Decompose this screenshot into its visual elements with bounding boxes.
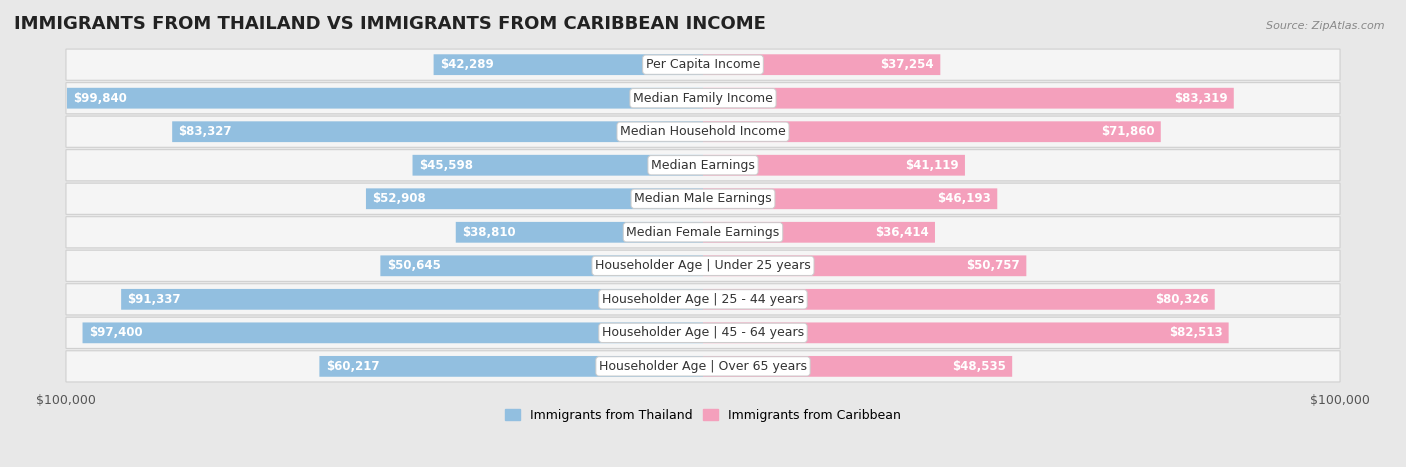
FancyBboxPatch shape: [703, 54, 941, 75]
Text: Median Family Income: Median Family Income: [633, 92, 773, 105]
FancyBboxPatch shape: [121, 289, 703, 310]
Text: Householder Age | Over 65 years: Householder Age | Over 65 years: [599, 360, 807, 373]
Text: $97,400: $97,400: [89, 326, 142, 340]
Text: $50,757: $50,757: [966, 259, 1019, 272]
FancyBboxPatch shape: [366, 188, 703, 209]
FancyBboxPatch shape: [703, 322, 1229, 343]
FancyBboxPatch shape: [703, 121, 1161, 142]
FancyBboxPatch shape: [703, 356, 1012, 377]
FancyBboxPatch shape: [66, 149, 1340, 181]
FancyBboxPatch shape: [703, 289, 1215, 310]
FancyBboxPatch shape: [66, 351, 1340, 382]
FancyBboxPatch shape: [83, 322, 703, 343]
Text: Median Earnings: Median Earnings: [651, 159, 755, 172]
FancyBboxPatch shape: [456, 222, 703, 243]
FancyBboxPatch shape: [703, 222, 935, 243]
Text: $37,254: $37,254: [880, 58, 934, 71]
Text: $82,513: $82,513: [1168, 326, 1222, 340]
FancyBboxPatch shape: [66, 217, 1340, 248]
FancyBboxPatch shape: [172, 121, 703, 142]
FancyBboxPatch shape: [66, 116, 1340, 147]
Text: $48,535: $48,535: [952, 360, 1005, 373]
FancyBboxPatch shape: [381, 255, 703, 276]
FancyBboxPatch shape: [66, 317, 1340, 348]
FancyBboxPatch shape: [66, 83, 1340, 114]
Text: IMMIGRANTS FROM THAILAND VS IMMIGRANTS FROM CARIBBEAN INCOME: IMMIGRANTS FROM THAILAND VS IMMIGRANTS F…: [14, 15, 765, 33]
Text: Householder Age | 25 - 44 years: Householder Age | 25 - 44 years: [602, 293, 804, 306]
Text: $41,119: $41,119: [905, 159, 959, 172]
FancyBboxPatch shape: [703, 88, 1234, 109]
FancyBboxPatch shape: [66, 284, 1340, 315]
FancyBboxPatch shape: [412, 155, 703, 176]
Legend: Immigrants from Thailand, Immigrants from Caribbean: Immigrants from Thailand, Immigrants fro…: [501, 404, 905, 427]
Text: $38,810: $38,810: [463, 226, 516, 239]
Text: $45,598: $45,598: [419, 159, 472, 172]
FancyBboxPatch shape: [433, 54, 703, 75]
Text: $50,645: $50,645: [387, 259, 440, 272]
Text: $46,193: $46,193: [938, 192, 991, 205]
FancyBboxPatch shape: [66, 49, 1340, 80]
FancyBboxPatch shape: [703, 155, 965, 176]
Text: $99,840: $99,840: [73, 92, 127, 105]
FancyBboxPatch shape: [67, 88, 703, 109]
FancyBboxPatch shape: [319, 356, 703, 377]
FancyBboxPatch shape: [66, 250, 1340, 282]
Text: $83,327: $83,327: [179, 125, 232, 138]
FancyBboxPatch shape: [66, 183, 1340, 214]
Text: Median Female Earnings: Median Female Earnings: [627, 226, 779, 239]
Text: $52,908: $52,908: [373, 192, 426, 205]
Text: $80,326: $80,326: [1154, 293, 1208, 306]
Text: $42,289: $42,289: [440, 58, 494, 71]
Text: Householder Age | 45 - 64 years: Householder Age | 45 - 64 years: [602, 326, 804, 340]
FancyBboxPatch shape: [703, 188, 997, 209]
Text: $36,414: $36,414: [875, 226, 928, 239]
Text: Per Capita Income: Per Capita Income: [645, 58, 761, 71]
FancyBboxPatch shape: [703, 255, 1026, 276]
Text: $71,860: $71,860: [1101, 125, 1154, 138]
Text: Source: ZipAtlas.com: Source: ZipAtlas.com: [1267, 21, 1385, 31]
Text: $83,319: $83,319: [1174, 92, 1227, 105]
Text: Householder Age | Under 25 years: Householder Age | Under 25 years: [595, 259, 811, 272]
Text: Median Male Earnings: Median Male Earnings: [634, 192, 772, 205]
Text: Median Household Income: Median Household Income: [620, 125, 786, 138]
Text: $60,217: $60,217: [326, 360, 380, 373]
Text: $91,337: $91,337: [128, 293, 181, 306]
